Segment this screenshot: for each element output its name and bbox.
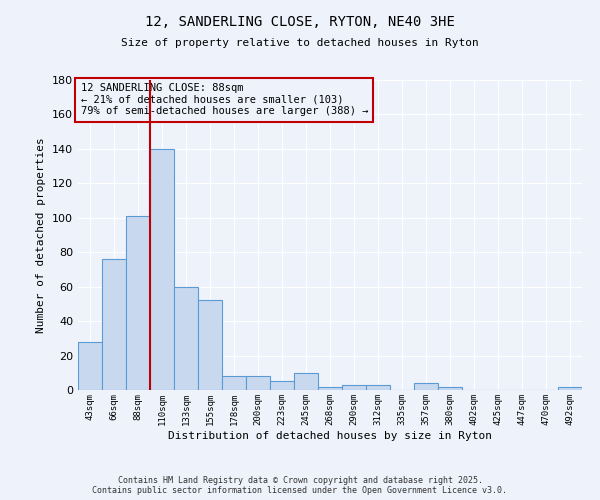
X-axis label: Distribution of detached houses by size in Ryton: Distribution of detached houses by size … [168, 430, 492, 440]
Bar [270, 382, 294, 390]
Bar [222, 376, 246, 390]
Text: 12 SANDERLING CLOSE: 88sqm
← 21% of detached houses are smaller (103)
79% of sem: 12 SANDERLING CLOSE: 88sqm ← 21% of deta… [80, 83, 368, 116]
Bar [318, 386, 342, 390]
Bar [198, 300, 222, 390]
Y-axis label: Number of detached properties: Number of detached properties [37, 137, 46, 333]
Text: Contains HM Land Registry data © Crown copyright and database right 2025.
Contai: Contains HM Land Registry data © Crown c… [92, 476, 508, 495]
Bar [366, 385, 390, 390]
Bar [150, 149, 174, 390]
Bar [78, 342, 102, 390]
Bar [558, 386, 582, 390]
Bar [342, 385, 366, 390]
Bar [294, 373, 318, 390]
Text: Size of property relative to detached houses in Ryton: Size of property relative to detached ho… [121, 38, 479, 48]
Bar [174, 286, 198, 390]
Bar [126, 216, 150, 390]
Text: 12, SANDERLING CLOSE, RYTON, NE40 3HE: 12, SANDERLING CLOSE, RYTON, NE40 3HE [145, 15, 455, 29]
Bar [246, 376, 270, 390]
Bar [414, 383, 438, 390]
Bar [438, 386, 462, 390]
Bar [102, 259, 126, 390]
